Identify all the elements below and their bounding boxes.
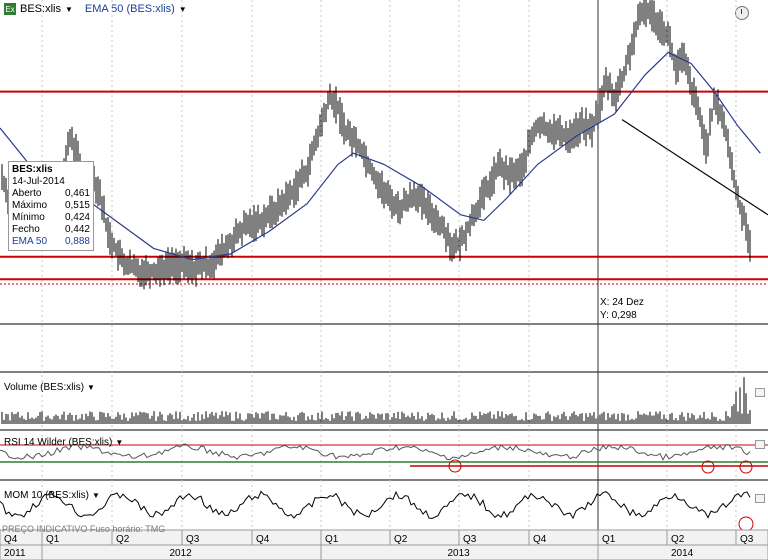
app-logo-icon: Ex xyxy=(4,3,16,15)
quarter-label: Q4 xyxy=(533,534,547,545)
rsi-highlight-circle xyxy=(448,459,462,473)
chevron-down-icon[interactable]: ▼ xyxy=(92,491,100,500)
time-axis: Q4 Q1 Q2 Q3 Q4 Q1 Q2 Q3 Q4 Q1 Q2 Q3 2011 2012 2013 2014 xyxy=(0,529,768,560)
clock-icon[interactable] xyxy=(735,6,749,20)
horizontal-levels xyxy=(0,90,768,285)
chevron-down-icon[interactable]: ▼ xyxy=(87,383,95,392)
quarter-label: Q3 xyxy=(186,534,200,545)
rsi-series xyxy=(0,443,768,474)
quarter-label: Q1 xyxy=(46,534,60,545)
quarter-label: Q3 xyxy=(740,534,754,545)
panel-settings-button[interactable] xyxy=(755,494,765,503)
tooltip-title: BES:xlis xyxy=(12,164,53,175)
year-label: 2011 xyxy=(4,548,26,559)
mom-panel-label[interactable]: MOM 10 (BES:xlis) ▼ xyxy=(4,490,100,501)
quarter-label: Q3 xyxy=(463,534,477,545)
chevron-down-icon[interactable]: ▼ xyxy=(178,4,187,14)
tooltip-date: 14-Jul-2014 xyxy=(12,176,65,187)
panel-settings-button[interactable] xyxy=(755,440,765,449)
chevron-down-icon[interactable]: ▼ xyxy=(64,4,73,14)
tooltip-row: Máximo 0,515 xyxy=(12,200,90,211)
quarter-label: Q2 xyxy=(116,534,130,545)
crosshair-x: X: 24 Dez xyxy=(600,297,644,308)
year-label: 2014 xyxy=(671,548,694,559)
rsi-highlight-circle xyxy=(701,460,715,474)
volume-series xyxy=(1,377,751,424)
grid-layer xyxy=(0,0,768,531)
crosshair-y: Y: 0,298 xyxy=(600,310,637,321)
quarter-label: Q4 xyxy=(256,534,270,545)
volume-panel-label[interactable]: Volume (BES:xlis) ▼ xyxy=(4,382,95,393)
rsi-highlight-circle xyxy=(739,460,753,474)
quarter-label: Q2 xyxy=(671,534,685,545)
year-label: 2012 xyxy=(170,548,193,559)
quarter-label: Q1 xyxy=(325,534,339,545)
ema-line xyxy=(0,51,761,261)
quarter-label: Q2 xyxy=(394,534,408,545)
symbol-label[interactable]: BES:xlis xyxy=(20,3,61,15)
tooltip-row: EMA 50 0,888 xyxy=(12,236,90,247)
mom-highlight-circle xyxy=(738,516,754,532)
mom-line xyxy=(0,490,751,520)
tooltip-row: Fecho 0,442 xyxy=(12,224,90,235)
price-series xyxy=(1,0,751,290)
ema-series xyxy=(0,51,768,261)
quarter-label: Q4 xyxy=(4,534,18,545)
chart-header: Ex BES:xlis ▼ EMA 50 (BES:xlis) ▼ xyxy=(0,0,187,18)
rsi-panel-label[interactable]: RSI 14 Wilder (BES:xlis) ▼ xyxy=(4,437,124,448)
trend-line xyxy=(621,119,768,216)
chevron-down-icon[interactable]: ▼ xyxy=(115,438,124,447)
tooltip-row: Mínimo 0,424 xyxy=(12,212,90,223)
tooltip-row: Aberto 0,461 xyxy=(12,188,90,199)
rsi-line xyxy=(0,443,751,461)
ema-label[interactable]: EMA 50 (BES:xlis) xyxy=(84,3,175,15)
panel-settings-button[interactable] xyxy=(755,388,765,397)
quarter-label: Q1 xyxy=(602,534,616,545)
footer-note: PREÇO INDICATIVO Fuso horário: TMG xyxy=(2,524,166,534)
ohlc-tooltip: BES:xlis 14-Jul-2014 Aberto 0,461 Máximo 0… xyxy=(8,161,94,251)
crosshair-readout: X: 24 Dez Y: 0,298 xyxy=(600,296,644,322)
year-label: 2013 xyxy=(448,548,471,559)
